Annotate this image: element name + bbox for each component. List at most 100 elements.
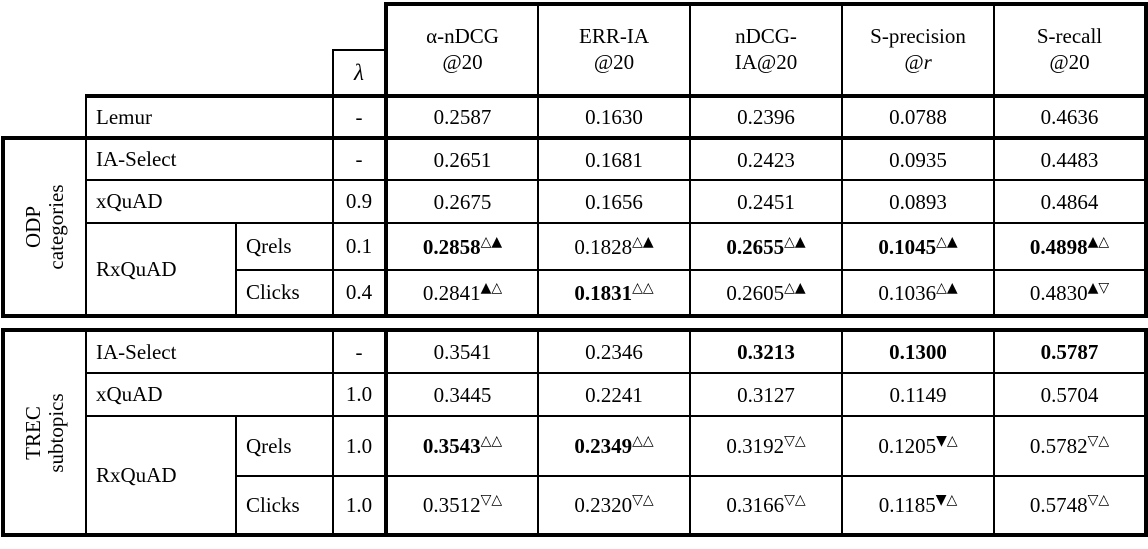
metric-value-cell: 0.0788 <box>841 94 995 138</box>
significance-markers: ▼△ <box>936 433 958 449</box>
table-row-trec-ia-select: TREC subtopics IA-Select - 0.3541 0.2346… <box>1 328 1148 537</box>
metric-value: 0.1036 <box>878 280 937 305</box>
metric-value-cell: 0.2841▲△ <box>384 270 539 318</box>
metric-value-cell: 0.2423 <box>689 136 843 181</box>
section-label-text: ODP categories <box>20 184 68 270</box>
lambda-value: - <box>332 136 387 181</box>
metric-value: 0.3127 <box>737 382 795 407</box>
metric-value: 0.0788 <box>889 105 947 129</box>
metric-value-cell: 0.1205▼△ <box>841 416 995 477</box>
table-row-odp-xquad: xQuAD 0.9 0.2675 0.1656 0.2451 0.0893 0.… <box>3 180 1148 224</box>
metric-value-cell: 0.3541 <box>384 328 539 374</box>
metric-value: 0.1630 <box>585 105 643 129</box>
significance-markers: ▼△ <box>935 492 958 508</box>
table-row-odp-ia-select: ODP categories IA-Select - 0.2651 0.1681… <box>1 136 1148 318</box>
metric-value-cell: 0.5748▽△ <box>993 476 1148 537</box>
metric-value-cell: 0.2655△▲ <box>689 223 843 271</box>
col-header-ndcg-ia: nDCG- IA@20 <box>689 2 843 98</box>
table-row-trec-rxquad-qrels: RxQuAD Qrels 1.0 0.3543△△ 0.2349△△ 0.319… <box>3 415 1148 537</box>
col-header-line2: @20 <box>593 50 635 74</box>
metric-value: 0.5748 <box>1029 493 1088 517</box>
metric-value: 0.1656 <box>585 189 643 214</box>
metric-value-cell: 0.0935 <box>841 136 995 181</box>
col-header-line2: @r <box>904 50 932 74</box>
results-table: α-nDCG @20 ERR-IA @20 nDCG- IA@20 S-prec… <box>1 2 1148 537</box>
metric-value-cell: 0.2587 <box>384 94 539 138</box>
metric-value: 0.3166 <box>726 493 785 517</box>
metric-value-cell: 0.2346 <box>537 328 691 374</box>
lambda-value: - <box>332 94 387 138</box>
col-header-line2: IA@20 <box>734 50 798 74</box>
variant-cell: Qrels <box>235 415 334 477</box>
metric-value: 0.2675 <box>433 189 492 214</box>
corner-spacer <box>3 50 333 96</box>
metric-value: 0.2587 <box>433 105 492 129</box>
method-cell: Lemur <box>85 94 334 138</box>
metric-value-cell: 0.0893 <box>841 180 995 224</box>
metric-value-cell: 0.3192▽△ <box>689 416 843 477</box>
metric-value: 0.2241 <box>585 382 643 407</box>
metric-value: 0.5782 <box>1029 434 1088 458</box>
metric-value: 0.2858 <box>422 234 481 259</box>
metric-value: 0.3445 <box>433 382 492 407</box>
significance-markers: △▲ <box>480 233 503 250</box>
corner-spacer <box>3 4 386 50</box>
significance-markers: ▽△ <box>784 433 806 449</box>
metric-value-cell: 0.2605△▲ <box>689 270 843 318</box>
metric-value: 0.1831 <box>574 280 633 305</box>
lambda-value: 1.0 <box>332 373 387 417</box>
metric-value-cell: 0.1831△△ <box>537 270 691 318</box>
metric-value-cell: 0.2396 <box>689 94 843 138</box>
header-row-lambda: λ <box>3 49 1146 96</box>
metric-value: 0.2396 <box>737 105 795 129</box>
table-row-odp-rxquad-qrels: RxQuAD Qrels 0.1 0.2858△▲ 0.1828△▲ 0.265… <box>3 222 1148 318</box>
lambda-header: λ <box>332 49 387 96</box>
significance-markers: △▲ <box>936 279 958 296</box>
metric-value: 0.2841 <box>422 280 481 305</box>
metric-value-cell: 0.2651 <box>384 136 539 181</box>
metric-value: 0.4864 <box>1040 189 1099 214</box>
lambda-value: 0.1 <box>332 223 387 271</box>
metric-value-cell: 0.1185▼△ <box>841 476 995 537</box>
table-row-odp-rxquad-clicks: Clicks 0.4 0.2841▲△ 0.1831△△ 0.2605△▲ 0.… <box>3 270 1148 318</box>
significance-markers: ▽△ <box>1087 433 1110 449</box>
significance-markers: △△ <box>480 433 503 449</box>
method-cell: RxQuAD <box>85 415 237 537</box>
metric-value-cell: 0.4636 <box>993 94 1148 138</box>
metric-value-cell: 0.2241 <box>537 373 691 417</box>
metric-value-cell: 0.2858△▲ <box>384 223 539 271</box>
method-cell: IA-Select <box>85 136 334 181</box>
section-label-text: TREC subtopics <box>20 392 68 473</box>
metric-value-cell: 0.1681 <box>537 136 691 181</box>
method-cell: RxQuAD <box>85 222 237 318</box>
metric-value-cell: 0.3512▽△ <box>384 476 539 537</box>
metric-value-cell: 0.4898▲△ <box>993 223 1148 271</box>
significance-markers: ▽△ <box>632 492 654 508</box>
significance-markers: △▲ <box>784 233 806 250</box>
metric-value: 0.3543 <box>422 434 481 458</box>
col-header-err-ia: ERR-IA @20 <box>537 2 691 98</box>
metric-value: 0.1045 <box>878 234 937 259</box>
metric-value-cell: 0.4830▲▽ <box>993 270 1148 318</box>
table-row-trec-xquad: xQuAD 1.0 0.3445 0.2241 0.3127 0.1149 0.… <box>3 373 1148 417</box>
significance-markers: ▲▽ <box>1087 279 1110 296</box>
metric-value-cell: 0.1036△▲ <box>841 270 995 318</box>
variant-cell: Clicks <box>235 270 334 318</box>
metric-value: 0.5704 <box>1040 382 1099 407</box>
metric-value: 0.2346 <box>585 340 643 364</box>
metric-value: 0.1300 <box>889 340 947 364</box>
metric-value: 0.2320 <box>574 493 633 517</box>
metric-value-cell: 0.3445 <box>384 373 539 417</box>
gap-spacer <box>3 316 1146 330</box>
method-cell: xQuAD <box>85 180 334 224</box>
metric-value: 0.2651 <box>433 147 492 172</box>
metric-value-cell: 0.2675 <box>384 180 539 224</box>
corner-spacer <box>3 96 86 138</box>
metric-value-cell: 0.3543△△ <box>384 416 539 477</box>
metric-value: 0.2605 <box>726 280 785 305</box>
table-row-trec-rxquad-clicks: Clicks 1.0 0.3512▽△ 0.2320▽△ 0.3166▽△ 0.… <box>3 476 1148 537</box>
metric-value: 0.2451 <box>737 189 795 214</box>
col-header-line1: ERR-IA <box>579 24 649 49</box>
metric-value-cell: 0.2349△△ <box>537 416 691 477</box>
method-cell: IA-Select <box>85 328 334 374</box>
